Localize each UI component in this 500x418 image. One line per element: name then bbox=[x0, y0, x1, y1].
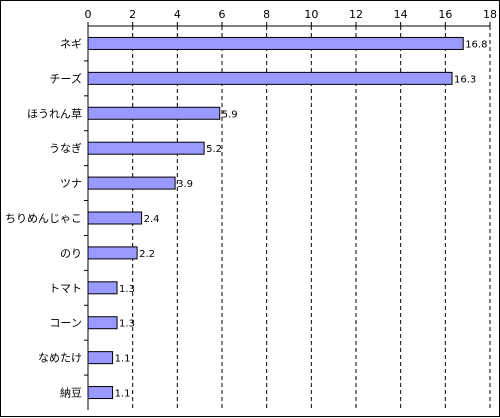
category-label: トマト bbox=[49, 282, 82, 295]
category-label: ネギ bbox=[60, 37, 82, 50]
x-tick-label: 18 bbox=[483, 8, 497, 21]
bar bbox=[87, 281, 118, 295]
data-labels: 16.8 16.3 5.9 5.2 3.9 2.4 2.2 1.3 1.3 1.1 1.1 bbox=[115, 39, 488, 399]
category-label: ほうれん草 bbox=[27, 107, 82, 120]
x-tick-label: 4 bbox=[174, 8, 181, 21]
bar bbox=[87, 71, 453, 85]
data-label: 16.3 bbox=[454, 74, 476, 85]
bar bbox=[87, 141, 205, 155]
bar bbox=[87, 351, 114, 365]
bar bbox=[87, 386, 114, 400]
bar bbox=[87, 36, 464, 50]
category-label: うなぎ bbox=[49, 141, 82, 155]
bar bbox=[87, 211, 143, 225]
category-label: コーン bbox=[50, 317, 82, 330]
category-label: チーズ bbox=[50, 71, 82, 85]
category-label: のり bbox=[60, 247, 82, 260]
category-label: ちりめんじゃこ bbox=[5, 212, 82, 225]
category-label: ツナ bbox=[60, 177, 82, 190]
bar bbox=[87, 176, 176, 190]
data-label: 2.2 bbox=[139, 249, 155, 260]
bar bbox=[87, 316, 118, 330]
x-tick-labels: 0 2 4 6 8 10 12 14 16 18 bbox=[85, 8, 498, 21]
data-label: 1.3 bbox=[119, 284, 135, 295]
gridlines bbox=[132, 26, 491, 410]
x-tick-label: 14 bbox=[394, 8, 408, 21]
data-label: 5.2 bbox=[206, 144, 222, 155]
x-tick-label: 2 bbox=[129, 8, 136, 21]
data-label: 2.4 bbox=[144, 214, 160, 225]
data-label: 16.8 bbox=[465, 39, 487, 50]
data-label: 1.3 bbox=[119, 319, 135, 330]
x-tick-label: 6 bbox=[219, 8, 226, 21]
x-tick-label: 10 bbox=[304, 8, 318, 21]
category-label: なめたけ bbox=[38, 352, 82, 365]
category-label: 納豆 bbox=[60, 387, 82, 400]
x-tick-label: 12 bbox=[349, 8, 363, 21]
x-tick-label: 0 bbox=[85, 8, 92, 21]
x-tick-label: 16 bbox=[438, 8, 452, 21]
x-tick-label: 8 bbox=[263, 8, 270, 21]
data-label: 1.1 bbox=[115, 389, 131, 400]
bars bbox=[87, 36, 464, 400]
data-label: 5.9 bbox=[222, 109, 238, 120]
data-label: 3.9 bbox=[177, 179, 193, 190]
bar bbox=[87, 106, 221, 120]
data-label: 1.1 bbox=[115, 354, 131, 365]
bar bbox=[87, 246, 138, 260]
